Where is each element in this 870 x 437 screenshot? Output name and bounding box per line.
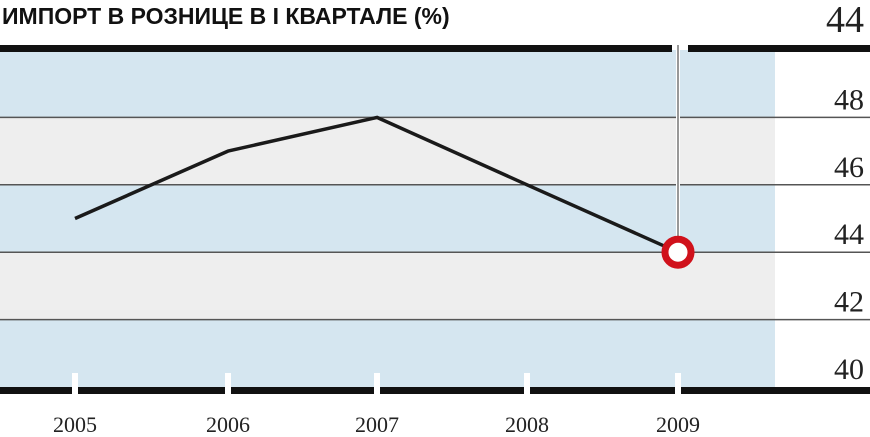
x-tick bbox=[675, 373, 681, 401]
band bbox=[0, 252, 775, 320]
chart-title: ИМПОРТ В РОЗНИЦЕ В I КВАРТАЛЕ (%) bbox=[2, 3, 450, 29]
x-tick bbox=[72, 373, 78, 401]
x-tick-label: 2008 bbox=[505, 412, 549, 437]
x-tick bbox=[374, 373, 380, 401]
x-tick-label: 2009 bbox=[656, 412, 700, 437]
x-tick-label: 2005 bbox=[53, 412, 97, 437]
bottom-rule bbox=[0, 387, 870, 394]
x-tick bbox=[225, 373, 231, 401]
y-tick-label: 42 bbox=[834, 286, 864, 319]
band bbox=[0, 117, 775, 185]
line bbox=[74, 115, 679, 254]
y-tick-label: 46 bbox=[834, 151, 864, 184]
y-tick-label: 48 bbox=[834, 83, 864, 116]
x-tick-label: 2006 bbox=[206, 412, 250, 437]
band bbox=[0, 319, 775, 387]
bands bbox=[0, 50, 775, 387]
highlight-marker bbox=[661, 235, 695, 269]
x-tick-label: 2007 bbox=[355, 412, 399, 437]
y-tick-label: 40 bbox=[834, 353, 864, 386]
top-rule bbox=[688, 45, 870, 52]
x-tick bbox=[524, 373, 530, 401]
y-tick-label: 44 bbox=[834, 218, 864, 251]
highlight-label: 44 bbox=[826, 0, 864, 41]
band bbox=[0, 50, 775, 118]
top-rule bbox=[0, 45, 672, 52]
